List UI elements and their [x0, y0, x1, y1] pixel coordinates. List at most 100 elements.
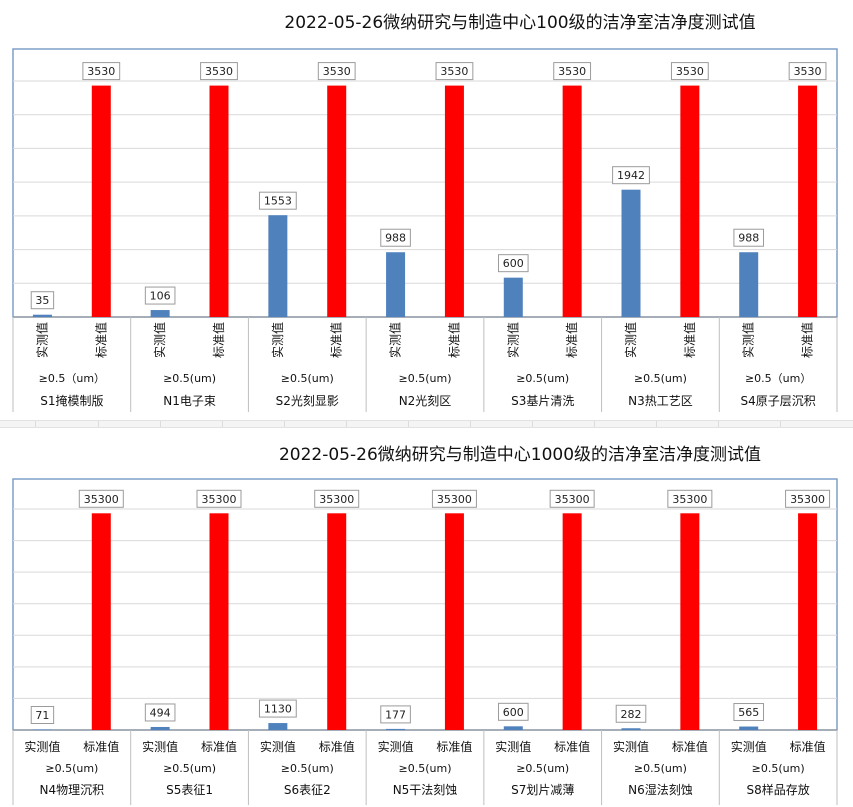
measured-bar — [268, 723, 288, 730]
measured-bar — [32, 314, 52, 317]
data-label-box — [788, 62, 827, 81]
data-label: 1942 — [617, 169, 645, 182]
chart-100-class-plot: 35 3530 实测值 标准值 ≥0.5（um） S1掩模制版 106 3530 实测值 标准值 ≥… — [12, 48, 838, 412]
data-label: 3530 — [87, 65, 115, 78]
data-label-box — [497, 702, 529, 721]
data-label: 282 — [621, 708, 642, 721]
standard-label: 标准值 — [554, 739, 590, 754]
data-label: 1553 — [264, 195, 292, 208]
data-label: 3530 — [558, 65, 586, 78]
particle-size-label: ≥0.5(um) — [281, 372, 334, 385]
chart-separator — [0, 420, 853, 428]
standard-bar — [91, 513, 111, 730]
data-label: 3530 — [440, 65, 468, 78]
measured-bar — [386, 252, 406, 317]
data-label: 35300 — [202, 493, 237, 506]
separator-tick — [470, 421, 471, 427]
measured-label: 实测值 — [152, 322, 167, 358]
data-label: 494 — [150, 706, 171, 719]
measured-bar — [32, 729, 52, 730]
measured-bar — [150, 310, 170, 317]
measured-label: 实测值 — [741, 322, 756, 358]
data-label: 35 — [35, 294, 49, 307]
chart-title: 2022-05-26微纳研究与制造中心1000级的洁净室洁净度测试值 — [278, 445, 762, 465]
data-label: 3530 — [794, 65, 822, 78]
data-label-box — [317, 62, 356, 81]
data-label-box — [733, 703, 765, 722]
separator-tick — [160, 421, 161, 427]
data-label: 35300 — [672, 493, 707, 506]
data-label: 565 — [738, 706, 759, 719]
room-label: N4物理沉积 — [40, 783, 105, 797]
data-label-box — [549, 489, 595, 508]
standard-label: 标准值 — [800, 322, 815, 358]
measured-label: 实测值 — [378, 739, 414, 754]
particle-size-label: ≥0.5(um) — [163, 372, 216, 385]
data-label-box — [30, 706, 55, 724]
data-label: 35300 — [84, 493, 119, 506]
standard-label: 标准值 — [446, 322, 461, 358]
plot-area — [12, 478, 838, 731]
data-label: 988 — [738, 232, 759, 245]
standard-bar — [444, 513, 464, 730]
standard-bar — [562, 85, 582, 317]
measured-label: 实测值 — [613, 739, 649, 754]
separator-tick — [35, 421, 36, 427]
particle-size-label: ≥0.5(um) — [752, 762, 805, 775]
measured-bar — [621, 189, 641, 317]
measured-label: 实测值 — [260, 739, 296, 754]
data-label: 988 — [385, 232, 406, 245]
data-label: 3530 — [323, 65, 351, 78]
data-label: 35300 — [319, 493, 354, 506]
measured-label: 实测值 — [270, 322, 285, 358]
data-label: 600 — [503, 706, 524, 719]
measured-label: 实测值 — [388, 322, 403, 358]
chart-100-class: 2022-05-26微纳研究与制造中心100级的洁净室洁净度测试值 35 3530… — [12, 13, 838, 412]
standard-bar — [680, 513, 700, 730]
standard-bar — [680, 85, 700, 317]
room-label: S4原子层沉积 — [741, 394, 816, 408]
separator-tick — [594, 421, 595, 427]
standard-bar — [562, 513, 582, 730]
data-label-box — [258, 699, 297, 718]
measured-bar — [503, 726, 523, 730]
measured-bar — [621, 728, 641, 730]
particle-size-label: ≥0.5(um) — [281, 762, 334, 775]
room-label: S7划片减薄 — [511, 782, 574, 797]
data-label: 3530 — [205, 65, 233, 78]
data-label-box — [435, 62, 474, 81]
room-label: S6表征2 — [284, 783, 331, 797]
data-label-box — [670, 62, 709, 81]
standard-label: 标准值 — [790, 739, 826, 754]
standard-bar — [209, 85, 229, 317]
measured-label: 实测值 — [505, 322, 520, 358]
data-label-box — [785, 489, 831, 508]
particle-size-label: ≥0.5(um) — [634, 762, 687, 775]
data-label-box — [380, 228, 411, 247]
standard-label: 标准值 — [83, 739, 119, 754]
particle-size-label: ≥0.5(um) — [516, 762, 569, 775]
standard-bar — [444, 85, 464, 317]
data-label-box — [200, 62, 238, 81]
standard-label: 标准值 — [436, 739, 472, 754]
standard-label: 标准值 — [564, 322, 579, 358]
measured-label: 实测值 — [24, 739, 60, 754]
room-label: S1掩模制版 — [40, 394, 103, 408]
data-label: 71 — [35, 709, 49, 722]
separator-tick — [532, 421, 533, 427]
measured-bar — [268, 215, 288, 317]
room-label: S5表征1 — [166, 783, 213, 797]
data-label: 3530 — [676, 65, 704, 78]
separator-tick — [346, 421, 347, 427]
separator-tick — [656, 421, 657, 427]
data-label-box — [667, 489, 713, 508]
particle-size-label: ≥0.5（um） — [39, 372, 105, 385]
room-label: N5干法刻蚀 — [393, 783, 458, 797]
data-label-box — [82, 62, 121, 81]
room-label: S3基片清洗 — [511, 394, 574, 408]
chart-1000-class: 2022-05-26微纳研究与制造中心1000级的洁净室洁净度测试值 71 353… — [0, 428, 853, 807]
data-label: 1130 — [264, 703, 292, 716]
particle-size-label: ≥0.5(um) — [399, 762, 452, 775]
particle-size-label: ≥0.5(um) — [516, 372, 569, 385]
data-label-box — [144, 703, 176, 722]
